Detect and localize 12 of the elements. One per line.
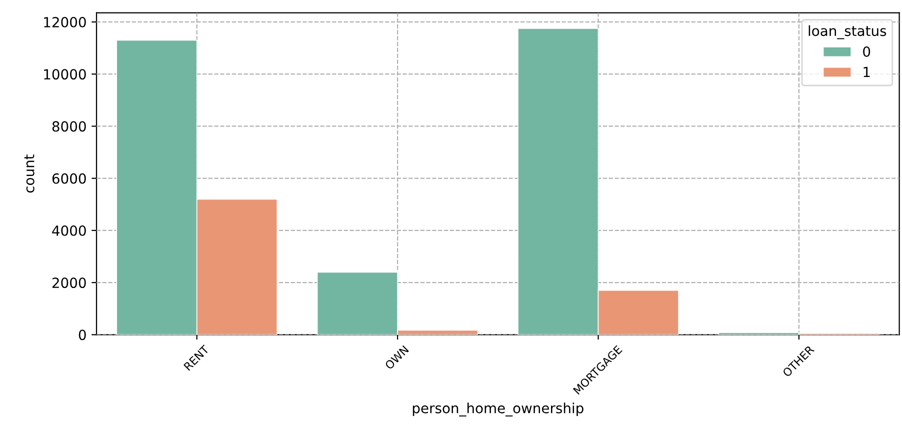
legend-label: 0 bbox=[863, 46, 870, 57]
y-tick-label: 10000 bbox=[44, 69, 86, 80]
x-axis-title: person_home_ownership bbox=[412, 402, 584, 416]
y-tick-label: 6000 bbox=[52, 173, 86, 184]
y-tick-label: 8000 bbox=[52, 121, 86, 132]
legend-title: loan_status bbox=[808, 25, 886, 40]
y-tick-label: 12000 bbox=[44, 16, 86, 28]
y-tick-label: 2000 bbox=[52, 278, 86, 288]
legend-label: 1 bbox=[864, 66, 870, 78]
y-axis-title: count bbox=[24, 154, 34, 193]
y-tick-label: 4000 bbox=[52, 225, 86, 236]
y-tick-label: 0 bbox=[78, 330, 86, 340]
